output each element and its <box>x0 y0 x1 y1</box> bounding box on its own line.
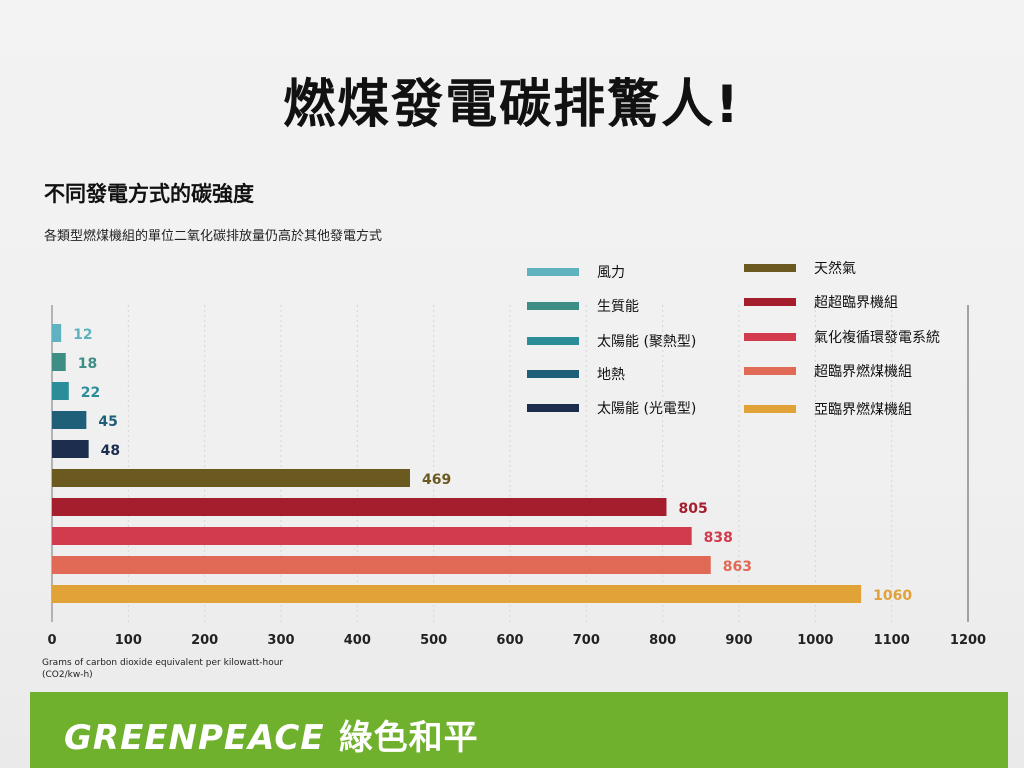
bar-value-label: 18 <box>78 356 97 372</box>
greenpeace-logo-cn: 綠色和平 <box>338 718 479 758</box>
bar <box>52 353 66 371</box>
x-tick-label: 800 <box>649 633 676 648</box>
x-tick-label: 1100 <box>874 633 910 648</box>
page-title: 燃煤發電碳排驚人! <box>283 75 741 135</box>
bar-value-label: 805 <box>678 501 707 517</box>
chart-subtitle: 不同發電方式的碳強度 <box>44 182 254 206</box>
x-tick-label: 0 <box>47 633 56 648</box>
bar <box>52 498 667 516</box>
x-tick-label: 100 <box>115 633 142 648</box>
x-tick-label: 700 <box>573 633 600 648</box>
bar-value-label: 12 <box>73 327 92 343</box>
bar <box>52 382 69 400</box>
bar-value-label: 1060 <box>873 588 912 604</box>
x-tick-label: 1200 <box>950 633 986 648</box>
bar <box>52 527 692 545</box>
x-axis-label-line1: Grams of carbon dioxide equivalent per k… <box>42 658 284 668</box>
greenpeace-logo: GREENPEACE 綠色和平 <box>64 710 479 759</box>
x-tick-label: 1000 <box>797 633 833 648</box>
bar <box>52 556 711 574</box>
bar-value-label: 838 <box>704 530 733 546</box>
bar-value-label: 48 <box>101 443 120 459</box>
greenpeace-logo-text: GREENPEACE <box>64 718 325 758</box>
bar <box>52 324 62 342</box>
bar-value-label: 22 <box>81 385 100 401</box>
bar <box>52 585 862 603</box>
x-axis-label: Grams of carbon dioxide equivalent per k… <box>42 657 283 681</box>
bar-chart: 0 100 200 300 400 500 600 700 800 900 1000 1100 1200… <box>47 305 986 648</box>
bar <box>52 440 89 458</box>
x-tick-label: 600 <box>496 633 523 648</box>
bar <box>52 411 87 429</box>
bar-value-label: 863 <box>723 559 752 575</box>
bar-value-label: 469 <box>422 472 451 488</box>
x-tick-label: 400 <box>344 633 371 648</box>
x-tick-label: 300 <box>267 633 294 648</box>
x-tick-label: 200 <box>191 633 218 648</box>
bar-value-label: 45 <box>98 414 117 430</box>
x-tick-label: 500 <box>420 633 447 648</box>
x-tick-label: 900 <box>725 633 752 648</box>
greenpeace-banner: GREENPEACE 綠色和平 <box>30 692 1008 768</box>
x-axis-label-line2: (CO2/kw-h) <box>42 670 93 680</box>
chart-description: 各類型燃煤機組的單位二氧化碳排放量仍高於其他發電方式 <box>44 229 383 244</box>
bar <box>52 469 411 487</box>
